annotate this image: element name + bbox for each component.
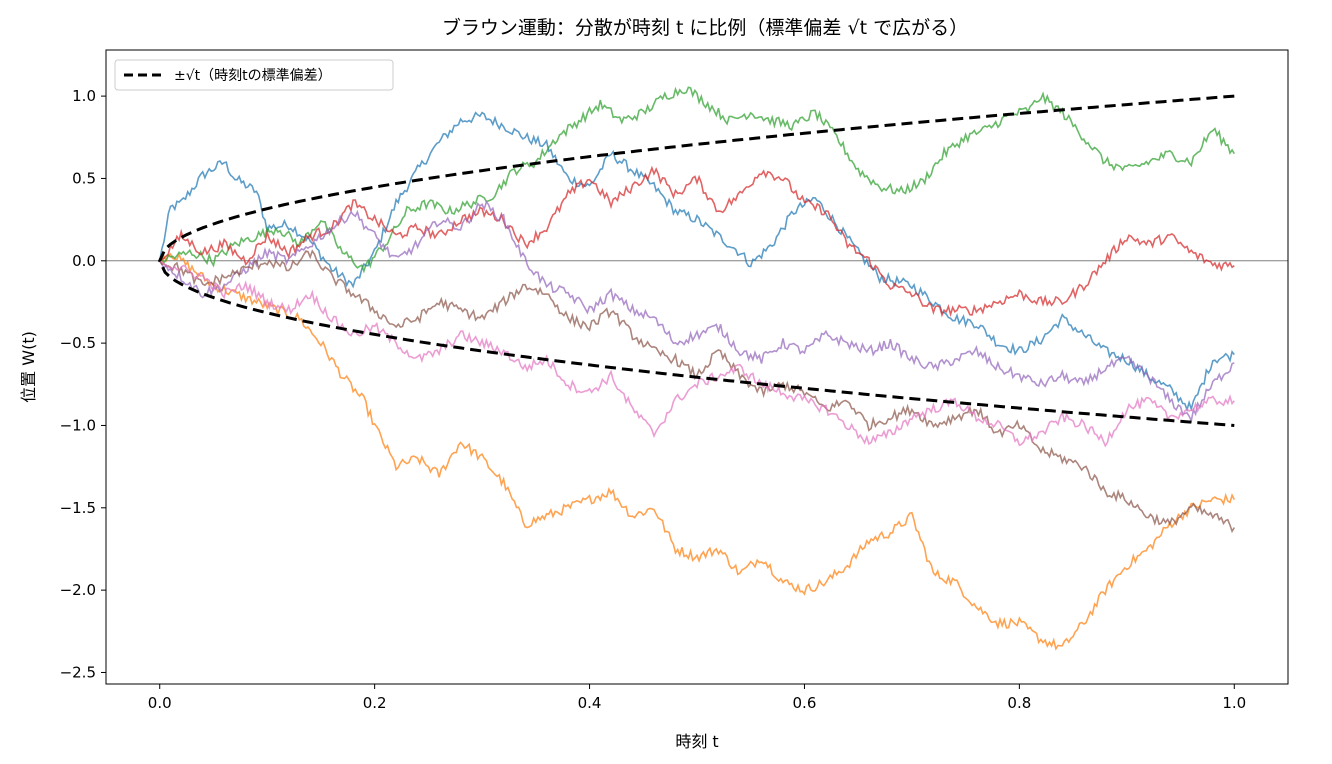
y-tick-label-0: 0.0 bbox=[72, 252, 96, 270]
x-tick-label-0.4: 0.4 bbox=[578, 694, 602, 712]
y-tick-label--1.5: −1.5 bbox=[60, 499, 96, 517]
plot-frame bbox=[105, 49, 1289, 685]
x-tick-label-0.2: 0.2 bbox=[363, 694, 387, 712]
legend-label-envelope: ±√t（時刻tの標準偏差） bbox=[174, 68, 332, 84]
y-tick-label--1: −1.0 bbox=[60, 416, 96, 434]
x-tick-label-0.8: 0.8 bbox=[1007, 694, 1031, 712]
x-tick-label-0.6: 0.6 bbox=[793, 694, 817, 712]
series-line-5 bbox=[159, 200, 1235, 424]
series-line-2 bbox=[159, 252, 1236, 651]
x-tick-label-1.0: 1.0 bbox=[1222, 694, 1246, 712]
y-tick-label--2.5: −2.5 bbox=[60, 663, 96, 681]
y-tick-label-1: 1.0 bbox=[72, 87, 96, 105]
x-tick-label-0.0: 0.0 bbox=[148, 694, 172, 712]
y-tick-label--2: −2.0 bbox=[60, 581, 96, 599]
series-line-6 bbox=[159, 249, 1235, 534]
y-axis-label: 位置 W(t) bbox=[19, 331, 38, 403]
series-line-4 bbox=[159, 165, 1235, 318]
envelope-sqrt-t bbox=[158, 94, 1235, 427]
legend-box bbox=[114, 59, 394, 91]
x-axis-label: 時刻 t bbox=[675, 732, 718, 751]
chart-title: ブラウン運動：分散が時刻 t に比例（標準偏差 √t で広がる） bbox=[442, 16, 968, 39]
series-layer bbox=[158, 86, 1236, 651]
series-line-1 bbox=[158, 111, 1235, 413]
ticks-layer: 0.0 0.2 0.4 0.6 0.8 1.0 −2.5 −2.0 −1.5 −1.0 −0.5 0.… bbox=[60, 87, 1247, 712]
y-tick-label-0.5: 0.5 bbox=[72, 169, 96, 187]
y-tick-label--0.5: −0.5 bbox=[60, 334, 96, 352]
legend: ±√t（時刻tの標準偏差） bbox=[114, 59, 394, 91]
series-line-3 bbox=[159, 86, 1235, 274]
